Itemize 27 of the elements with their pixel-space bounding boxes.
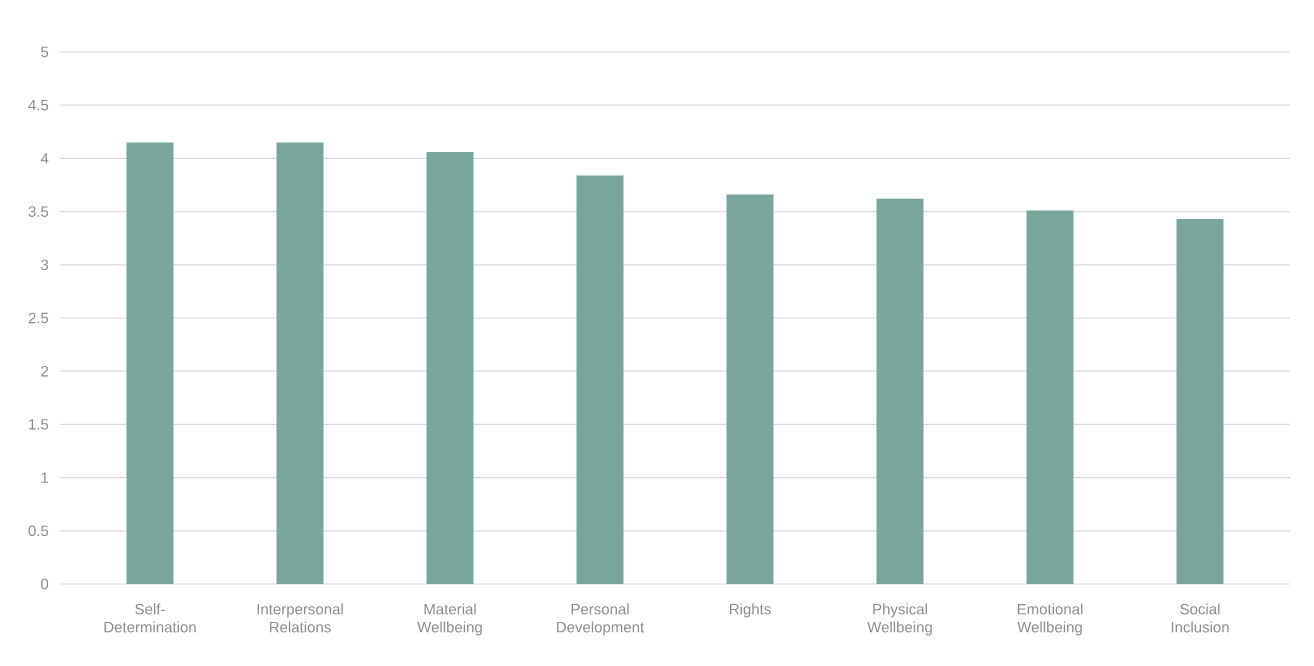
y-tick-label: 5 [41,46,49,58]
bar [276,142,324,584]
y-tick-label: 0.5 [28,525,49,537]
x-tick-label: Interpersonal Relations [257,603,343,633]
x-tick-label: Material Wellbeing [417,603,482,636]
y-tick-label: 1.5 [29,419,49,430]
bar [876,198,924,584]
bar [1026,210,1074,584]
x-tick-label: Self-Determination [104,603,196,633]
y-tick-label: 3.5 [28,206,49,217]
bar [126,142,174,584]
y-tick-label: 2 [41,365,49,377]
y-tick-label: 4.5 [28,99,49,111]
x-tick-label: Emotional Wellbeing [1017,603,1083,636]
x-tick-label: Personal Development [557,603,645,636]
bar [576,175,624,584]
y-tick-label: 1 [41,472,49,483]
y-tick-label: 2.5 [28,312,49,324]
y-tick-label: 4 [40,153,49,164]
bar [726,194,774,584]
y-tick-label: 3 [41,259,49,271]
bar [1176,219,1224,584]
x-tick-label: Physical Wellbeing [867,603,932,636]
bar [426,152,474,584]
x-tick-label: Rights [729,603,771,618]
x-tick-label: Social Inclusion [1171,603,1229,633]
y-tick-label: 0 [41,578,49,590]
